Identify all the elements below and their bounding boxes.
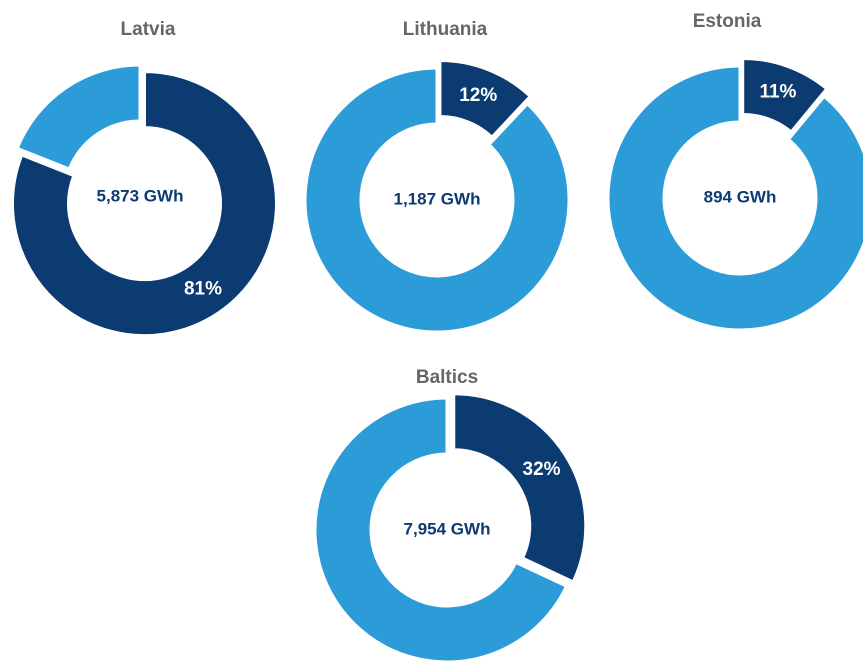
chart-title: Lithuania (403, 19, 488, 40)
center-label: 1,187 GWh (394, 189, 481, 208)
donut-slice (452, 392, 588, 584)
center-label: 7,954 GWh (404, 519, 491, 538)
donut-slice (313, 396, 569, 664)
center-label: 894 GWh (704, 187, 777, 206)
donut-slice (15, 63, 142, 171)
donut-slice (11, 70, 278, 338)
donut-slice (438, 59, 533, 140)
donut-slice (606, 64, 863, 332)
slice-label: 32% (523, 459, 561, 480)
chart-title: Estonia (693, 11, 762, 32)
slice-label: 12% (459, 85, 497, 106)
chart-title: Latvia (121, 19, 176, 40)
center-label: 5,873 GWh (97, 186, 184, 205)
donut-slice (303, 66, 571, 334)
donut-slice (741, 56, 829, 135)
chart-title: Baltics (416, 367, 478, 388)
slice-label: 11% (759, 82, 796, 103)
slice-label: 81% (184, 279, 222, 300)
